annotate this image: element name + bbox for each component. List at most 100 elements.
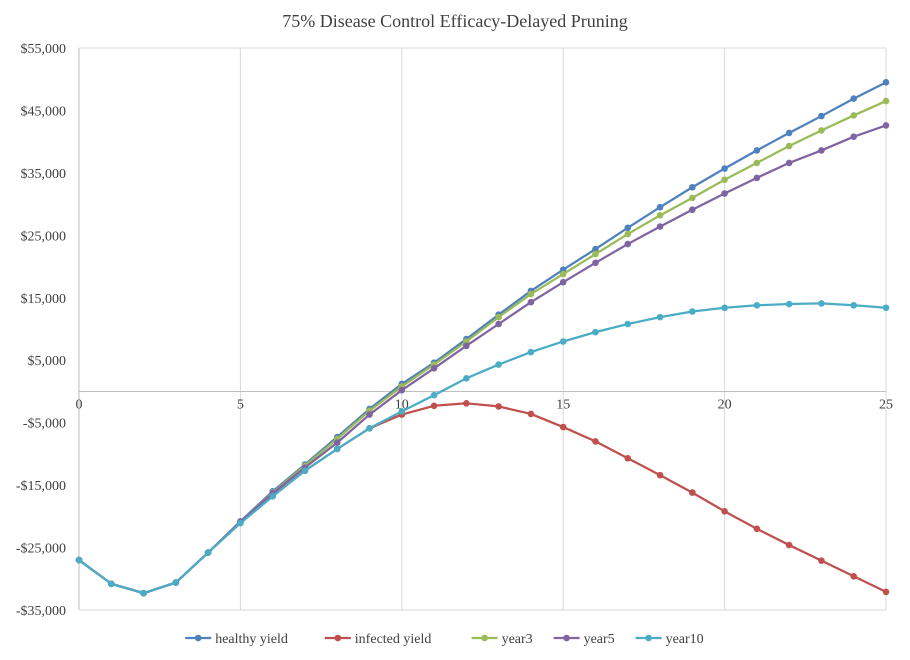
data-point bbox=[753, 174, 761, 182]
data-point bbox=[559, 270, 567, 278]
data-point bbox=[818, 127, 825, 134]
data-point bbox=[592, 250, 599, 258]
data-point bbox=[850, 301, 858, 309]
legend-item: year5 bbox=[553, 632, 615, 647]
data-point bbox=[689, 308, 696, 315]
chart-title: 75% Disease Control Efficacy-Delayed Pru… bbox=[282, 11, 628, 31]
data-point bbox=[818, 557, 825, 564]
data-point bbox=[430, 391, 438, 399]
legend-marker bbox=[194, 634, 202, 642]
data-point bbox=[721, 508, 728, 515]
data-point bbox=[785, 541, 793, 549]
legend-label: healthy yield bbox=[215, 632, 288, 647]
y-tick-label: $35,000 bbox=[21, 167, 67, 182]
legend-item: year3 bbox=[471, 632, 533, 647]
data-point bbox=[818, 300, 825, 307]
data-point bbox=[527, 410, 535, 418]
data-point bbox=[689, 206, 696, 214]
legend-item: infected yield bbox=[324, 632, 432, 647]
data-point bbox=[656, 203, 664, 211]
data-point bbox=[495, 403, 502, 410]
data-point bbox=[818, 147, 825, 154]
x-tick-label: 15 bbox=[556, 397, 570, 412]
legend-label: year10 bbox=[666, 632, 704, 647]
data-point bbox=[592, 259, 599, 267]
y-tick-label: -$35,000 bbox=[16, 604, 66, 619]
legend-label: year3 bbox=[502, 632, 533, 647]
data-point bbox=[495, 320, 502, 328]
data-point bbox=[785, 159, 793, 167]
x-tick-label: 20 bbox=[718, 397, 732, 412]
data-point bbox=[592, 328, 599, 336]
x-tick-label: 0 bbox=[76, 397, 83, 412]
data-point bbox=[656, 471, 664, 479]
legend-item: year10 bbox=[635, 632, 704, 647]
data-point bbox=[785, 300, 793, 308]
y-tick-label: $55,000 bbox=[21, 42, 67, 57]
x-tick-label: 5 bbox=[237, 397, 244, 412]
data-point bbox=[656, 212, 664, 219]
data-point bbox=[882, 79, 890, 86]
y-tick-label: -$5,000 bbox=[23, 417, 66, 432]
data-point bbox=[107, 580, 115, 588]
legend-marker bbox=[481, 634, 488, 642]
y-tick-label: -$25,000 bbox=[16, 542, 66, 557]
data-point bbox=[882, 97, 890, 105]
series-layer bbox=[75, 79, 890, 597]
legend-marker bbox=[563, 634, 570, 642]
data-point bbox=[624, 230, 632, 238]
data-point bbox=[366, 424, 373, 432]
data-point bbox=[721, 176, 728, 184]
data-point bbox=[269, 493, 276, 500]
legend-item: healthy yield bbox=[185, 632, 288, 647]
data-point bbox=[850, 133, 858, 140]
legend-label: infected yield bbox=[355, 632, 432, 647]
legend-label: year5 bbox=[584, 632, 615, 647]
data-point bbox=[463, 400, 470, 407]
data-point bbox=[656, 223, 664, 230]
data-point bbox=[592, 438, 599, 445]
data-point bbox=[333, 445, 341, 453]
data-point bbox=[430, 402, 438, 410]
data-point bbox=[624, 240, 632, 248]
data-point bbox=[366, 411, 373, 418]
data-point bbox=[689, 489, 696, 496]
data-point bbox=[753, 525, 761, 533]
y-tick-label: $25,000 bbox=[21, 229, 67, 244]
data-point bbox=[753, 147, 761, 154]
data-point bbox=[850, 572, 858, 580]
data-point bbox=[624, 224, 632, 232]
data-point bbox=[624, 454, 632, 462]
data-point bbox=[721, 165, 728, 172]
data-point bbox=[721, 190, 728, 197]
y-tick-label: $5,000 bbox=[28, 354, 67, 369]
data-point bbox=[333, 439, 341, 446]
y-tick-label: -$15,000 bbox=[16, 479, 66, 494]
data-point bbox=[721, 304, 728, 312]
data-point bbox=[592, 245, 599, 253]
data-point bbox=[463, 375, 470, 382]
y-tick-label: $45,000 bbox=[21, 104, 67, 119]
data-point bbox=[785, 129, 793, 137]
series-year10 bbox=[75, 300, 890, 597]
data-point bbox=[559, 423, 567, 431]
data-point bbox=[495, 361, 502, 368]
data-point bbox=[463, 342, 470, 350]
data-point bbox=[172, 579, 180, 586]
data-point bbox=[559, 278, 567, 286]
legend-marker bbox=[334, 634, 342, 642]
grid-layer bbox=[79, 47, 887, 611]
data-point bbox=[753, 301, 761, 309]
data-point bbox=[818, 112, 825, 120]
x-tick-label: 25 bbox=[879, 397, 893, 412]
data-point bbox=[301, 467, 309, 475]
data-point bbox=[430, 365, 438, 372]
legend: healthy yield infected yield year3 year5 yea… bbox=[185, 632, 704, 647]
data-point bbox=[850, 112, 858, 119]
data-point bbox=[882, 122, 890, 129]
data-point bbox=[398, 408, 406, 415]
data-point bbox=[527, 298, 535, 306]
